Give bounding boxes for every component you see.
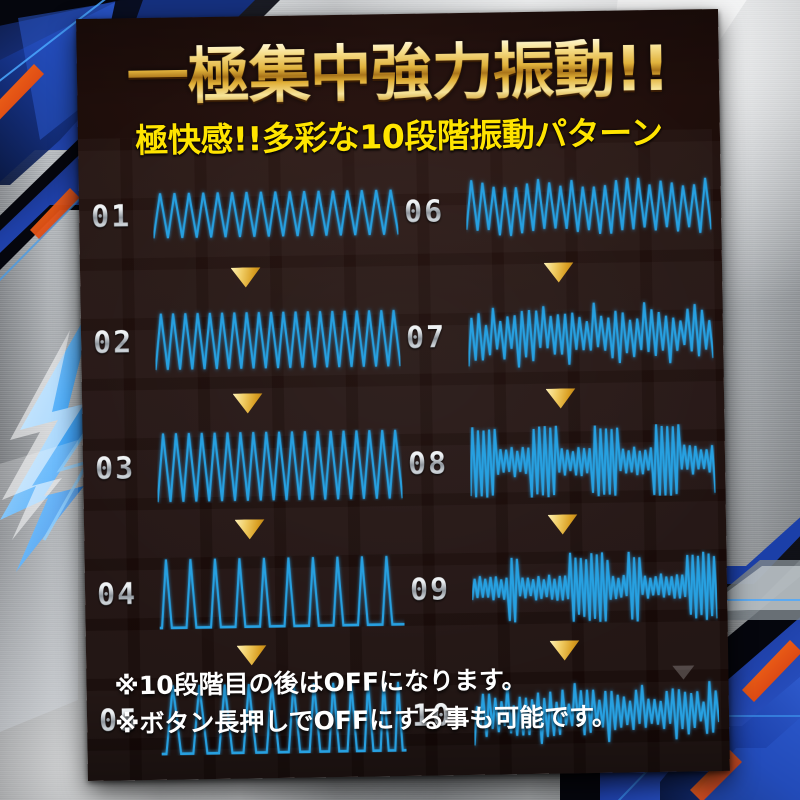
triangle-down-icon	[543, 262, 573, 282]
vibration-pattern-panel: 一極集中強力振動!! 極快感!!多彩な10段階振動パターン 01 02	[76, 9, 730, 781]
pattern-number-07: 07	[405, 319, 447, 356]
pattern-row-01[interactable]: 01	[90, 166, 399, 263]
page-title: 一極集中強力振動!!	[76, 32, 719, 114]
pattern-row-04[interactable]: 04	[96, 544, 405, 641]
pattern-row-07[interactable]: 07	[405, 287, 714, 384]
waveform-06	[465, 171, 712, 247]
pattern-row-09[interactable]: 09	[409, 539, 718, 636]
flow-arrow-6	[407, 379, 714, 418]
triangle-down-icon	[547, 514, 577, 534]
pattern-number-06: 06	[403, 193, 445, 230]
flow-arrow-3	[96, 510, 403, 549]
pattern-number-01: 01	[90, 198, 132, 235]
triangle-down-icon	[234, 519, 264, 539]
pattern-columns: 01 02 03	[90, 161, 720, 767]
flow-arrow-5	[405, 253, 712, 292]
flow-arrow-1	[92, 258, 399, 297]
waveform-09	[471, 549, 718, 625]
triangle-down-icon	[549, 640, 579, 660]
footnote-2: ※ボタン長押しでOFFにする事も可能です。	[114, 701, 618, 739]
pattern-row-05[interactable]: 05	[98, 670, 407, 767]
waveform-03	[156, 428, 403, 504]
waveform-07	[467, 297, 714, 373]
waveform-02	[154, 302, 401, 378]
waveform-08	[469, 423, 716, 499]
pattern-row-08[interactable]: 08	[407, 413, 716, 510]
footnotes: ※10段階目の後はOFFになります。 ※ボタン長押しでOFFにする事も可能です。	[114, 657, 709, 745]
triangle-down-icon	[545, 388, 575, 408]
waveform-04	[159, 554, 405, 630]
pattern-row-06[interactable]: 06	[403, 161, 712, 258]
pattern-column-left: 01 02 03	[90, 166, 407, 767]
pattern-row-03[interactable]: 03	[94, 418, 403, 515]
triangle-down-icon	[232, 393, 262, 413]
pattern-number-02: 02	[92, 324, 134, 361]
pattern-number-03: 03	[94, 450, 136, 487]
waveform-05	[161, 680, 407, 756]
pattern-row-02[interactable]: 02	[92, 292, 401, 389]
pattern-number-04: 04	[96, 576, 138, 613]
glow-wedge-left	[0, 440, 78, 732]
waveform-10	[473, 675, 720, 751]
pattern-number-09: 09	[409, 571, 451, 608]
page-subtitle: 極快感!!多彩な10段階振動パターン	[134, 112, 663, 161]
triangle-down-icon	[230, 267, 260, 287]
pattern-column-right: 06 07 08	[403, 161, 720, 762]
pattern-number-08: 08	[407, 445, 449, 482]
flow-arrow-2	[94, 384, 401, 423]
pattern-row-10[interactable]: 10	[411, 665, 720, 762]
triangle-down-icon	[236, 645, 266, 665]
waveform-01	[152, 176, 399, 252]
flow-arrow-7	[409, 505, 716, 544]
